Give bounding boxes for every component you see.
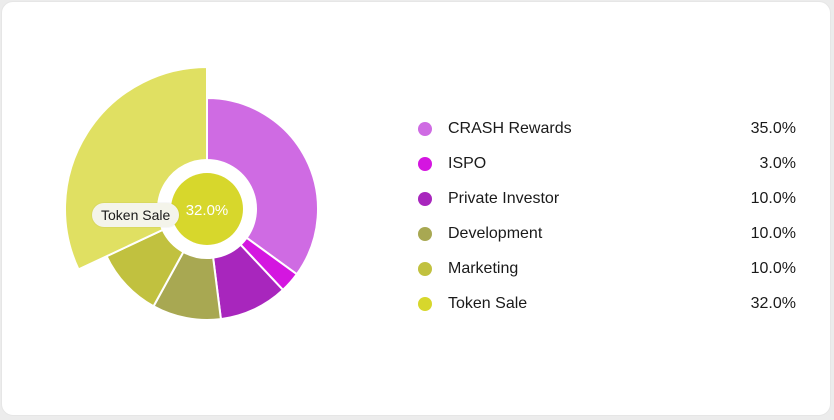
allocation-pie-chart: 32.0% — [64, 65, 319, 321]
legend-swatch — [418, 226, 432, 241]
legend-label: Token Sale — [448, 294, 528, 312]
legend: CRASH Rewards 35.0% ISPO 3.0% Private Invest… — [418, 111, 796, 321]
legend-item-crash-rewards[interactable]: CRASH Rewards 35.0% — [418, 111, 796, 146]
legend-item-private-investor[interactable]: Private Investor 10.0% — [418, 181, 796, 216]
legend-label: ISPO — [448, 154, 487, 172]
legend-label: Marketing — [448, 259, 519, 277]
legend-swatch — [418, 156, 432, 171]
legend-value: 32.0% — [750, 294, 796, 312]
legend-value: 10.0% — [750, 224, 796, 242]
legend-value: 10.0% — [750, 259, 796, 277]
center-disc — [171, 173, 243, 245]
legend-item-marketing[interactable]: Marketing 10.0% — [418, 251, 796, 286]
legend-item-ispo[interactable]: ISPO 3.0% — [418, 146, 796, 181]
legend-swatch — [418, 191, 432, 206]
legend-item-token-sale[interactable]: Token Sale 32.0% — [418, 286, 796, 321]
center-value-label: 32.0% — [186, 202, 229, 219]
legend-item-development[interactable]: Development 10.0% — [418, 216, 796, 251]
slice-tooltip: Token Sale — [92, 203, 180, 227]
legend-label: Private Investor — [448, 189, 560, 207]
legend-swatch — [418, 296, 432, 311]
legend-swatch — [418, 261, 432, 276]
legend-label: Development — [448, 224, 543, 242]
pie-chart-area: 32.0% Token Sale — [2, 2, 382, 417]
legend-label: CRASH Rewards — [448, 119, 572, 137]
legend-value: 35.0% — [750, 119, 796, 137]
legend-value: 3.0% — [759, 154, 796, 172]
legend-value: 10.0% — [750, 189, 796, 207]
legend-swatch — [418, 121, 432, 136]
